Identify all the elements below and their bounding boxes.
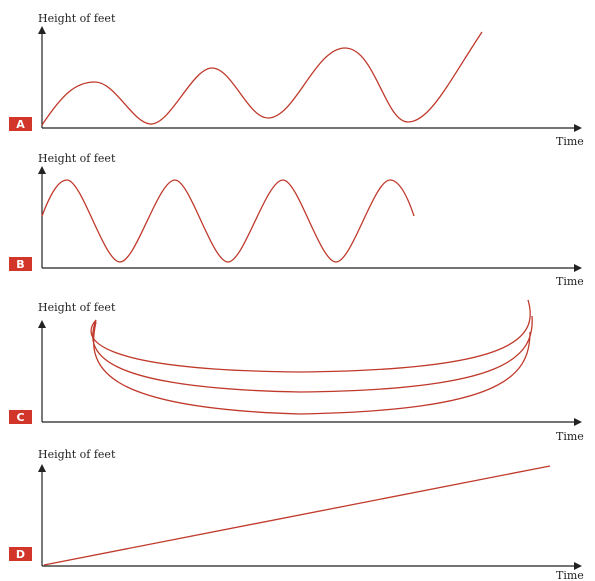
panel-a-curve bbox=[41, 31, 483, 126]
panel-d-y-arrow bbox=[38, 464, 46, 472]
panel-a-ylabel: Height of feet bbox=[38, 12, 116, 25]
panel-c-ylabel: Height of feet bbox=[38, 301, 116, 314]
panel-d-xlabel: Time bbox=[556, 569, 584, 581]
panel-d-badge bbox=[9, 547, 32, 561]
panel-c-badge-label: C bbox=[16, 411, 24, 424]
panel-d-ylabel: Height of feet bbox=[38, 448, 116, 461]
panel-b-xlabel: Time bbox=[556, 275, 584, 288]
panel-b-y-arrow bbox=[38, 166, 46, 174]
panel-c-loop-1 bbox=[90, 299, 531, 373]
panel-a-xlabel: Time bbox=[556, 135, 584, 148]
panel-b: Height of feet Time B bbox=[9, 152, 584, 288]
panel-d-line bbox=[43, 465, 551, 566]
panel-d-badge-label: D bbox=[16, 548, 25, 561]
panel-b-badge-label: B bbox=[16, 258, 24, 271]
panel-d-x-arrow bbox=[574, 562, 582, 570]
panel-a-badge bbox=[9, 117, 32, 131]
panel-c-loop-2 bbox=[92, 315, 533, 393]
panel-b-x-arrow bbox=[574, 264, 582, 272]
panel-b-curve bbox=[41, 179, 415, 263]
panel-c-y-arrow bbox=[38, 320, 46, 328]
panel-a: Height of feet Time A bbox=[9, 12, 584, 148]
panel-c-xlabel: Time bbox=[556, 430, 584, 443]
panel-d: Height of feet Time D bbox=[9, 448, 584, 581]
panel-a-x-arrow bbox=[574, 124, 582, 132]
panel-c: Height of feet Time C bbox=[9, 299, 584, 443]
panel-c-x-arrow bbox=[574, 418, 582, 426]
panel-b-badge bbox=[9, 257, 32, 271]
panel-a-y-arrow bbox=[38, 26, 46, 34]
panel-b-ylabel: Height of feet bbox=[38, 152, 116, 165]
panel-a-badge-label: A bbox=[16, 118, 25, 131]
panel-c-badge bbox=[9, 410, 32, 424]
panel-c-loop-3 bbox=[92, 321, 531, 415]
